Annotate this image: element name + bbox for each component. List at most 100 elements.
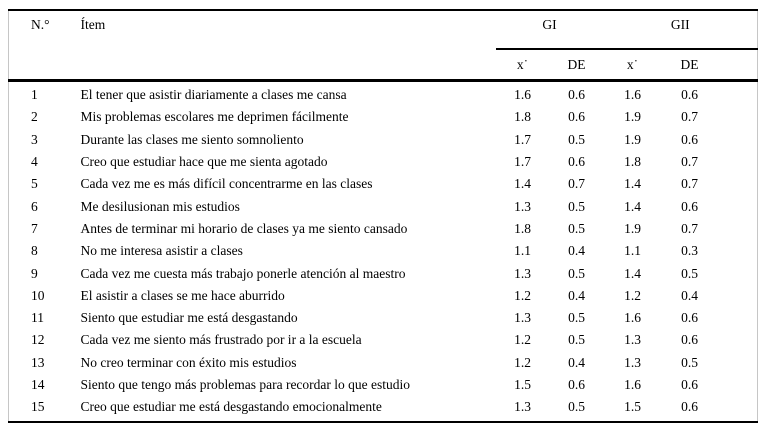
row-gi-sd: 0.6 (568, 109, 585, 125)
row-gii-mean: 1.4 (624, 176, 641, 192)
row-spacer (718, 106, 758, 128)
row-spacer (718, 173, 758, 195)
row-item-text: Cada vez me es más difícil concentrarme … (80, 176, 373, 192)
row-gii-sd: 0.6 (681, 332, 698, 348)
row-number: 9 (31, 265, 38, 281)
row-gii-mean: 1.9 (624, 220, 641, 236)
row-item-text: Creo que estudiar me está desgastando em… (80, 399, 382, 415)
row-item-text: Cada vez me siento más frustrado por ir … (80, 332, 362, 348)
row-gi-mean: 1.5 (514, 377, 531, 392)
row-item-text: No me interesa asistir a clases (80, 243, 243, 259)
table-row: 4 Creo que estudiar hace que me sienta a… (9, 151, 758, 173)
row-spacer (718, 195, 758, 217)
col-header-group1: GI (495, 10, 604, 50)
row-item-text: Cada vez me cuesta más trabajo ponerle a… (80, 265, 406, 281)
row-spacer (718, 396, 758, 422)
row-gii-mean: 1.2 (624, 287, 641, 303)
row-gii-sd: 0.6 (681, 399, 698, 415)
row-number: 1 (31, 87, 38, 103)
row-gii-sd: 0.7 (681, 176, 698, 192)
row-gi-sd: 0.4 (568, 243, 585, 259)
row-item-text: Antes de terminar mi horario de clases y… (80, 220, 408, 236)
row-gi-sd: 0.4 (568, 354, 585, 370)
row-spacer (718, 218, 758, 240)
row-number: 10 (31, 287, 45, 303)
burnout-items-table: N.° Ítem GI GII x˙ DE x˙ DE 1 El tener q… (8, 9, 759, 423)
table-row: 2 Mis problemas escolares me deprimen fá… (9, 106, 758, 128)
col-header-item: Ítem (80, 17, 106, 32)
row-gi-sd: 0.5 (568, 399, 585, 415)
row-gii-mean: 1.6 (624, 377, 641, 392)
row-spacer (718, 374, 758, 396)
row-gi-sd: 0.6 (568, 87, 585, 103)
row-item-text: Me desilusionan mis estudios (80, 198, 240, 214)
header-spacer (718, 49, 758, 81)
row-number: 8 (31, 243, 38, 259)
table-row: 9 Cada vez me cuesta más trabajo ponerle… (9, 262, 758, 284)
col-header-gii-sd: DE (680, 56, 699, 72)
row-gi-sd: 0.5 (568, 332, 585, 348)
row-spacer (718, 329, 758, 351)
row-number: 3 (31, 131, 38, 147)
table-row: 14 Siento que tengo más problemas para r… (9, 374, 758, 396)
row-gi-mean: 1.6 (514, 87, 531, 103)
group-header-row: N.° Ítem GI GII (9, 10, 758, 50)
col-header-gi-sd: DE (567, 56, 586, 72)
row-gi-sd: 0.5 (568, 220, 585, 236)
row-gi-mean: 1.4 (514, 176, 531, 192)
col-header-number: N.° (31, 17, 50, 32)
table-row: 5 Cada vez me es más difícil concentrarm… (9, 173, 758, 195)
row-number: 11 (31, 310, 44, 326)
row-gii-sd: 0.6 (681, 87, 698, 103)
row-number: 13 (31, 354, 45, 370)
row-gii-sd: 0.3 (681, 243, 698, 259)
row-gi-mean: 1.2 (514, 332, 531, 348)
row-gi-sd: 0.4 (568, 287, 585, 303)
col-header-gii-mean: x˙ (626, 56, 639, 72)
row-gii-sd: 0.5 (681, 354, 698, 370)
row-item-text: Creo que estudiar hace que me sienta ago… (80, 154, 328, 170)
row-gii-sd: 0.4 (681, 287, 698, 303)
row-number: 4 (31, 154, 38, 170)
row-gi-mean: 1.3 (514, 399, 531, 415)
row-number: 5 (31, 176, 38, 192)
row-gi-mean: 1.3 (514, 198, 531, 214)
row-item-text: No creo terminar con éxito mis estudios (80, 354, 297, 370)
row-gi-mean: 1.8 (514, 220, 531, 236)
row-gi-sd: 0.5 (568, 198, 585, 214)
row-gi-mean: 1.3 (514, 310, 531, 326)
row-number: 6 (31, 198, 38, 214)
row-spacer (718, 285, 758, 307)
row-number: 14 (31, 377, 45, 392)
table-row: 13 No creo terminar con éxito mis estudi… (9, 352, 758, 374)
row-gi-mean: 1.2 (514, 287, 531, 303)
row-gii-sd: 0.6 (681, 198, 698, 214)
col-header-group2: GII (603, 10, 758, 50)
table-row: 10 El asistir a clases se me hace aburri… (9, 285, 758, 307)
row-gii-mean: 1.6 (624, 310, 641, 326)
row-item-text: Siento que tengo más problemas para reco… (80, 377, 411, 392)
table-row: 8 No me interesa asistir a clases 1.1 0.… (9, 240, 758, 262)
row-number: 12 (31, 332, 45, 348)
row-gi-sd: 0.6 (568, 377, 585, 392)
table-row: 12 Cada vez me siento más frustrado por … (9, 329, 758, 351)
row-gii-mean: 1.8 (624, 154, 641, 170)
row-gii-sd: 0.6 (681, 377, 698, 392)
row-spacer (718, 262, 758, 284)
row-spacer (718, 81, 758, 107)
col-header-gi-mean: x˙ (516, 56, 529, 72)
row-gi-sd: 0.7 (568, 176, 585, 192)
row-gi-sd: 0.6 (568, 154, 585, 170)
table-header: N.° Ítem GI GII x˙ DE x˙ DE (8, 10, 758, 81)
row-item-text: El tener que asistir diariamente a clase… (80, 87, 347, 103)
row-number: 2 (31, 109, 38, 125)
row-gii-mean: 1.1 (624, 243, 641, 259)
row-spacer (718, 352, 758, 374)
row-gi-mean: 1.3 (514, 265, 531, 281)
row-spacer (718, 240, 758, 262)
row-gi-sd: 0.5 (568, 265, 585, 281)
row-gii-mean: 1.9 (624, 131, 641, 147)
row-gii-mean: 1.5 (624, 399, 641, 415)
row-item-text: El asistir a clases se me hace aburrido (80, 287, 285, 303)
